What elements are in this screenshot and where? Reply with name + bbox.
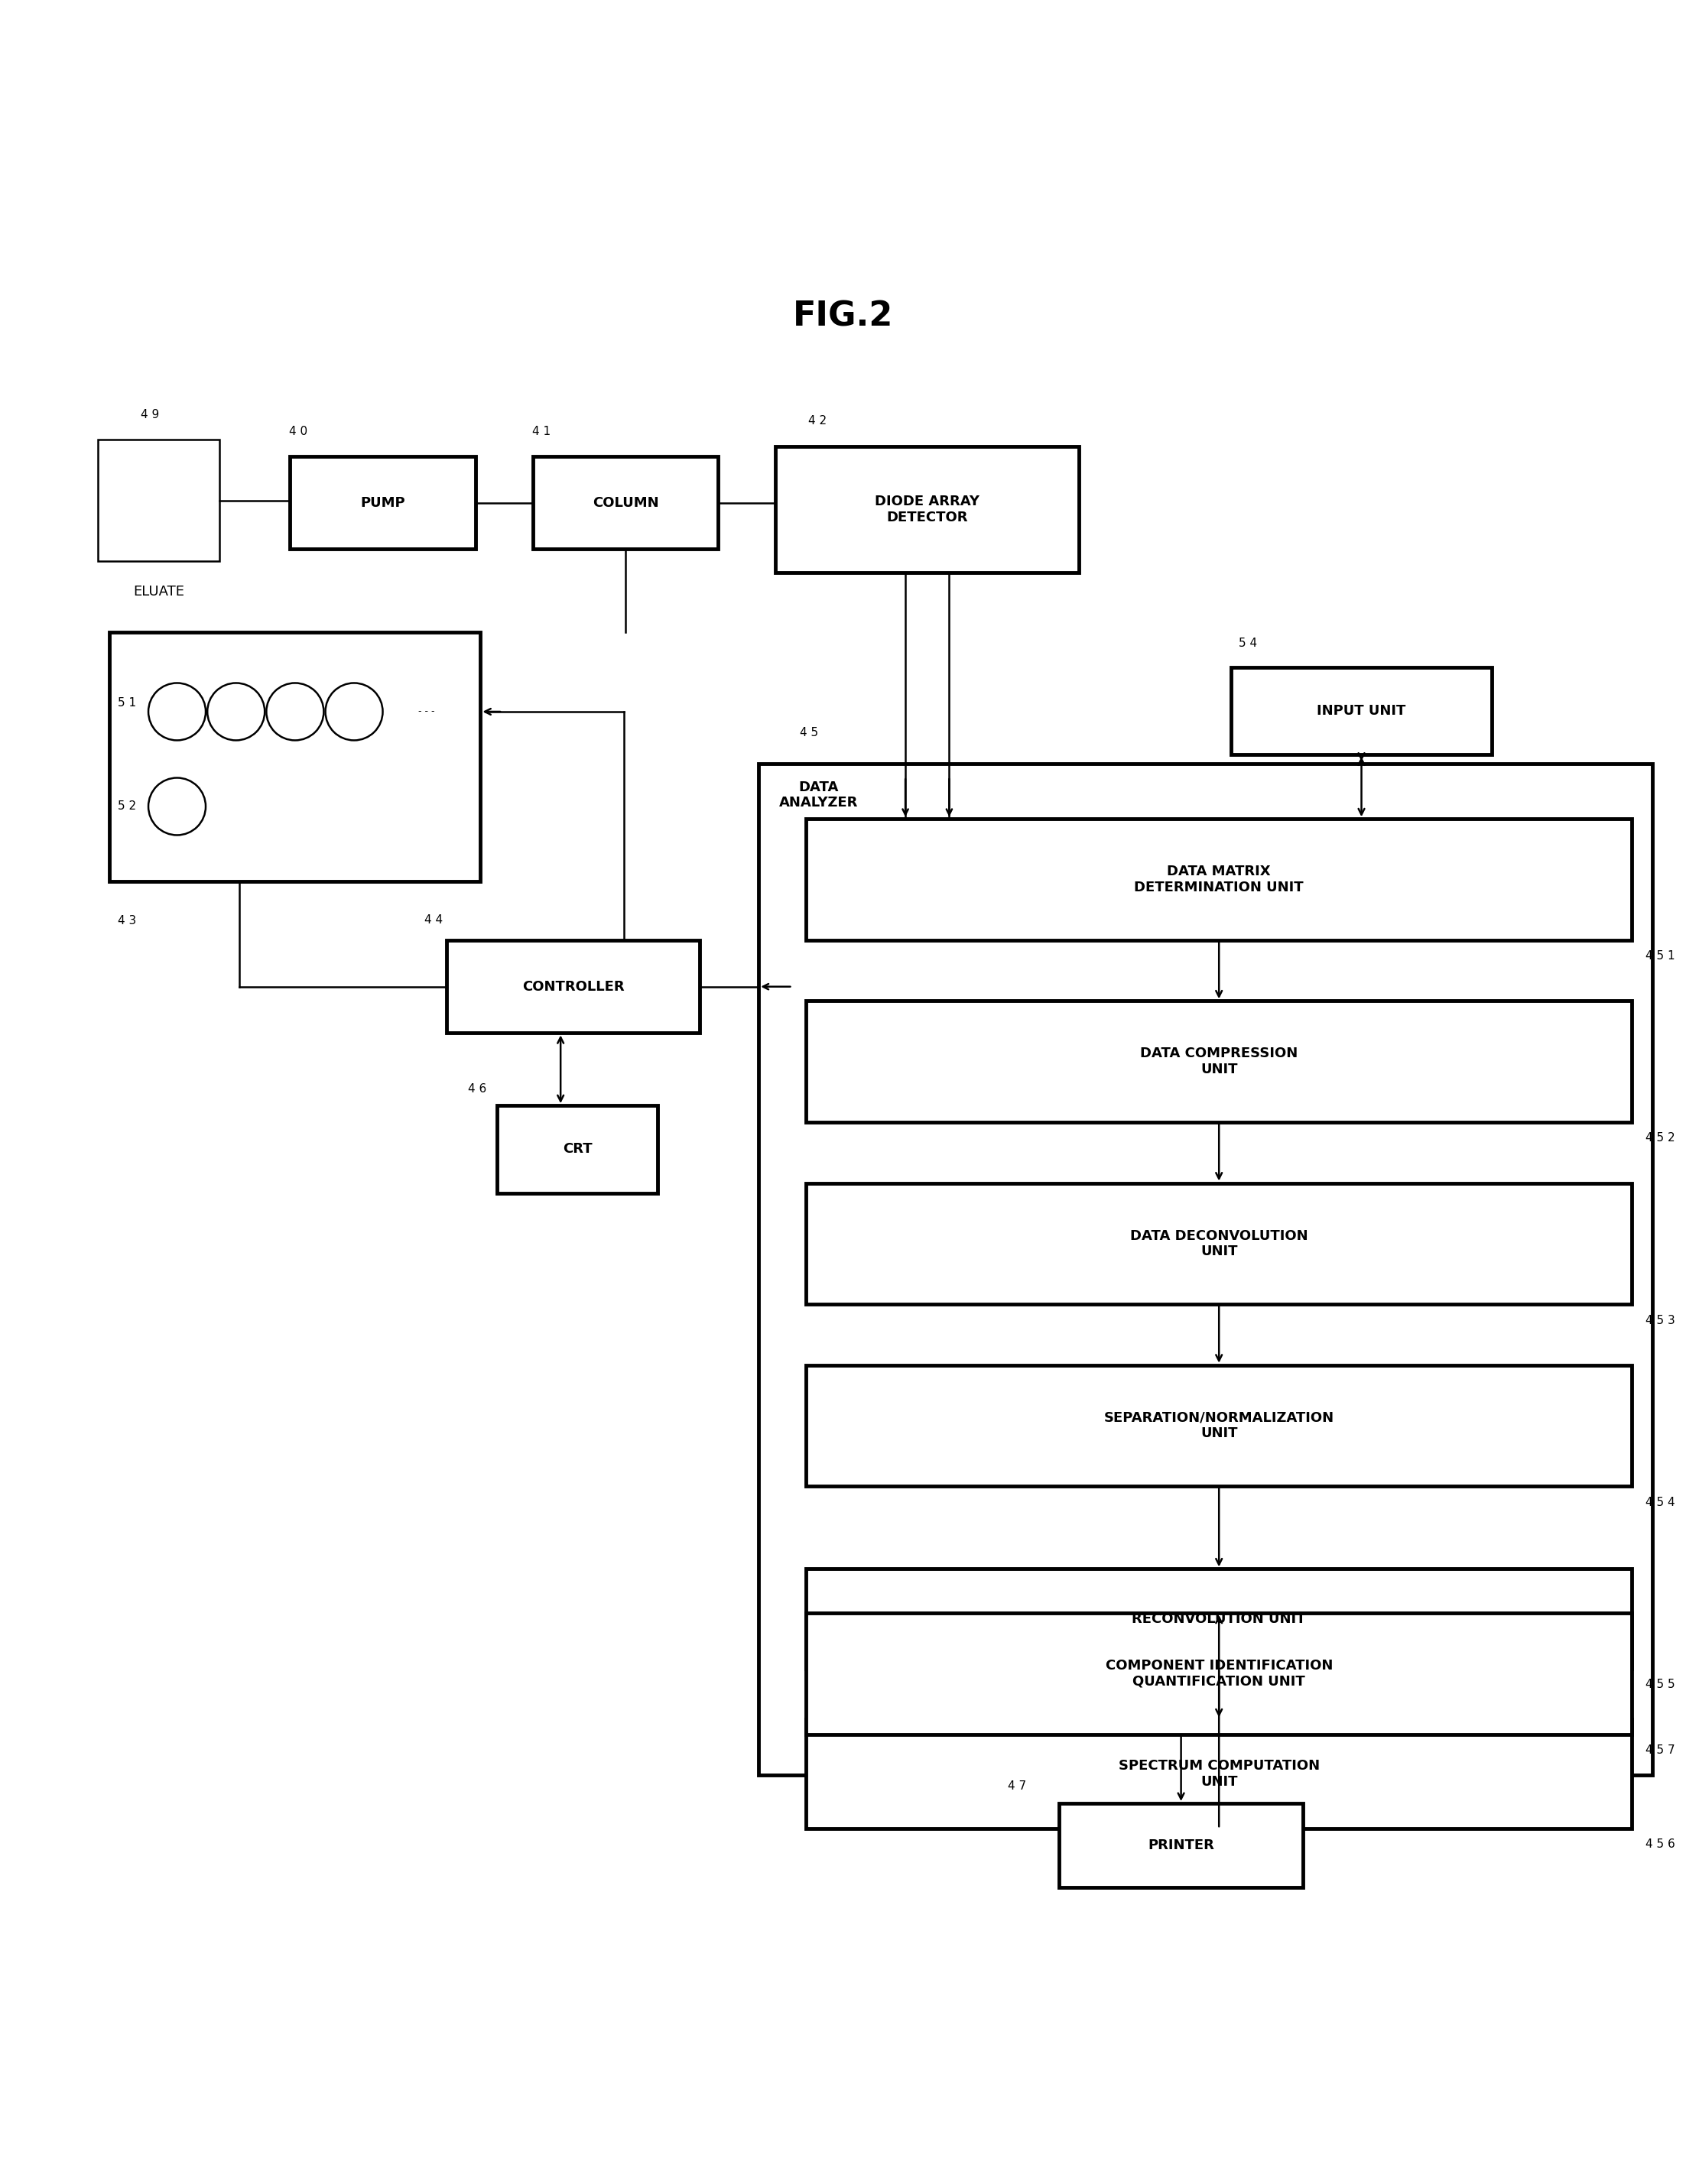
Text: ELUATE: ELUATE	[133, 585, 184, 598]
Bar	[447, 941, 700, 1033]
Text: 4 5 3: 4 5 3	[1646, 1315, 1676, 1326]
Bar	[533, 456, 718, 548]
Bar	[110, 631, 481, 882]
Text: COMPONENT IDENTIFICATION
QUANTIFICATION UNIT: COMPONENT IDENTIFICATION QUANTIFICATION …	[1106, 1658, 1332, 1688]
Text: 4 5 5: 4 5 5	[1646, 1679, 1676, 1690]
Bar	[98, 439, 219, 561]
Text: 4 5 7: 4 5 7	[1646, 1745, 1676, 1756]
Text: 4 3: 4 3	[118, 915, 137, 926]
Bar	[806, 819, 1632, 941]
Text: 4 1: 4 1	[533, 426, 550, 437]
Bar	[776, 446, 1079, 572]
Text: 4 5 4: 4 5 4	[1646, 1496, 1676, 1507]
Text: CONTROLLER: CONTROLLER	[523, 981, 624, 994]
Bar	[806, 1612, 1632, 1734]
Bar	[806, 1719, 1632, 1828]
Text: SEPARATION/NORMALIZATION
UNIT: SEPARATION/NORMALIZATION UNIT	[1104, 1411, 1334, 1441]
Text: PUMP: PUMP	[361, 496, 405, 509]
Text: DATA
ANALYZER: DATA ANALYZER	[779, 780, 858, 810]
Text: DATA COMPRESSION
UNIT: DATA COMPRESSION UNIT	[1140, 1046, 1298, 1077]
Bar	[497, 1105, 658, 1192]
Text: COLUMN: COLUMN	[592, 496, 659, 509]
Text: CRT: CRT	[563, 1142, 592, 1155]
Text: 4 2: 4 2	[809, 415, 826, 426]
Bar	[806, 1000, 1632, 1123]
Text: DATA MATRIX
DETERMINATION UNIT: DATA MATRIX DETERMINATION UNIT	[1135, 865, 1303, 895]
Text: FIG.2: FIG.2	[792, 299, 894, 334]
Text: 4 6: 4 6	[469, 1083, 486, 1094]
Bar	[1059, 1804, 1303, 1887]
Bar	[806, 1184, 1632, 1304]
Text: 5 4: 5 4	[1239, 638, 1256, 649]
Text: 4 9: 4 9	[142, 408, 158, 419]
Bar	[759, 764, 1652, 1776]
Text: 4 5 2: 4 5 2	[1646, 1133, 1676, 1144]
Text: INPUT UNIT: INPUT UNIT	[1317, 703, 1406, 719]
Text: RECONVOLUTION UNIT: RECONVOLUTION UNIT	[1131, 1612, 1307, 1625]
Bar	[806, 1365, 1632, 1487]
Bar	[1231, 668, 1492, 756]
Text: 4 5 6: 4 5 6	[1646, 1839, 1676, 1850]
Text: 4 4: 4 4	[425, 915, 442, 926]
Text: DATA DECONVOLUTION
UNIT: DATA DECONVOLUTION UNIT	[1130, 1230, 1308, 1258]
Text: SPECTRUM COMPUTATION
UNIT: SPECTRUM COMPUTATION UNIT	[1118, 1760, 1320, 1789]
Text: DIODE ARRAY
DETECTOR: DIODE ARRAY DETECTOR	[875, 496, 980, 524]
Bar	[290, 456, 475, 548]
Text: PRINTER: PRINTER	[1148, 1839, 1214, 1852]
Text: 5 2: 5 2	[118, 802, 137, 812]
Bar	[806, 1568, 1632, 1669]
Text: 4 5 1: 4 5 1	[1646, 950, 1676, 961]
Text: 4 5: 4 5	[801, 727, 818, 738]
Text: 4 0: 4 0	[290, 426, 307, 437]
Text: - - -: - - -	[418, 708, 435, 716]
Text: 5 1: 5 1	[118, 697, 137, 710]
Text: 4 7: 4 7	[1008, 1780, 1025, 1793]
